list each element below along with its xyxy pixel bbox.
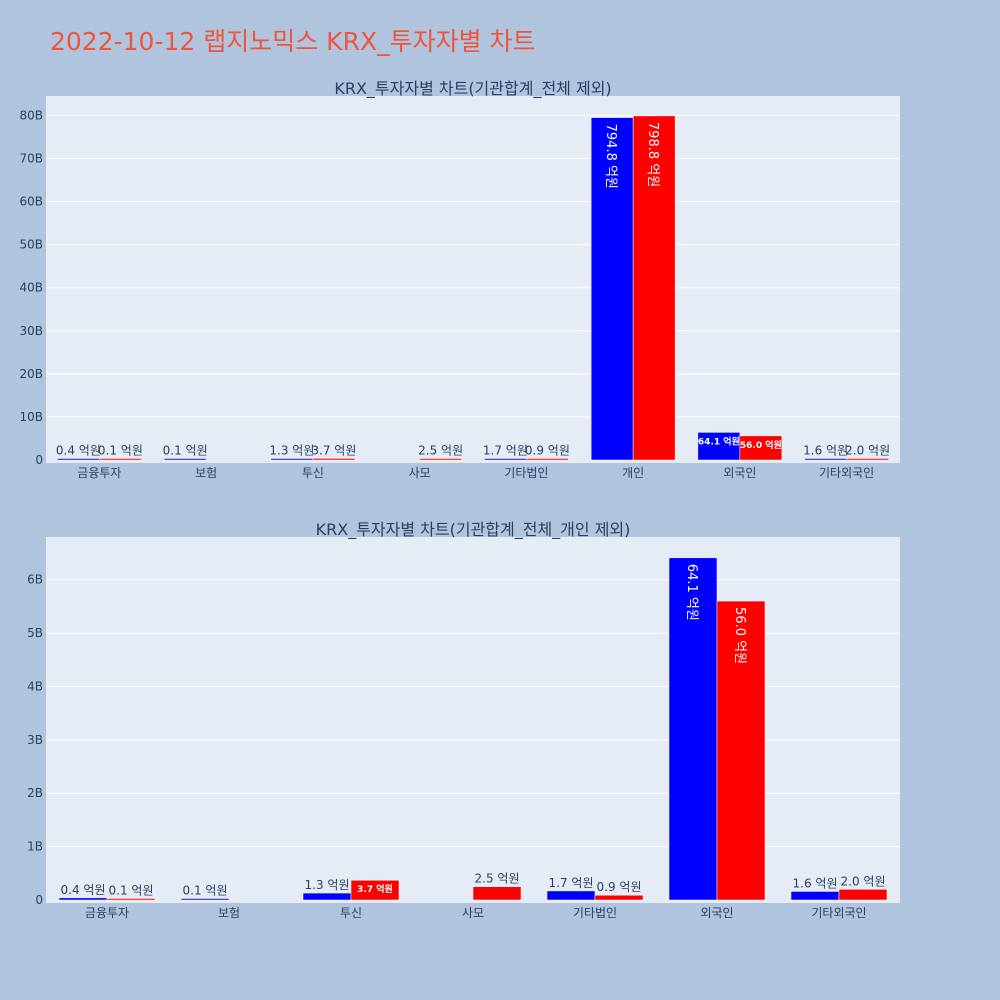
y-tick-label: 0 bbox=[35, 893, 43, 907]
bar bbox=[739, 435, 783, 461]
bar bbox=[838, 889, 888, 901]
x-tick-label: 기타법인 bbox=[573, 906, 617, 920]
data-label: 64.1 억원 bbox=[698, 435, 740, 447]
bar bbox=[99, 458, 142, 461]
data-label: 794.8 억원 bbox=[603, 124, 618, 189]
page-title: 2022-10-12 랩지노믹스 KRX_투자자별 차트 bbox=[50, 27, 536, 56]
data-label: 1.3 억원 bbox=[305, 878, 350, 892]
data-label: 56.0 억원 bbox=[732, 607, 747, 664]
y-tick-label: 6B bbox=[27, 573, 43, 587]
x-tick-label: 외국인 bbox=[700, 906, 733, 920]
data-label: 2.0 억원 bbox=[845, 444, 890, 458]
data-label: 0.9 억원 bbox=[597, 880, 642, 894]
y-tick-label: 1B bbox=[27, 840, 43, 854]
data-label: 1.6 억원 bbox=[793, 876, 838, 890]
chart-title: KRX_투자자별 차트(기관합계_전체_개인 제외) bbox=[316, 520, 631, 540]
data-label: 0.1 억원 bbox=[163, 444, 208, 458]
data-label: 0.4 억원 bbox=[61, 883, 106, 897]
y-tick-label: 40B bbox=[19, 281, 43, 295]
bar bbox=[546, 890, 596, 901]
data-label: 1.7 억원 bbox=[549, 876, 594, 890]
y-tick-label: 10B bbox=[19, 410, 43, 424]
data-label: 3.7 억원 bbox=[311, 443, 356, 457]
chart-2: 0 1B 2B 3B 4B 5B 6B KRX_투자자별 차트(기관합계_전체_개인 제외) 금… bbox=[27, 520, 900, 920]
data-label: 64.1 억원 bbox=[684, 564, 699, 621]
data-label: 1.3 억원 bbox=[269, 444, 314, 458]
bar bbox=[804, 458, 847, 461]
x-tick-label: 사모 bbox=[462, 906, 484, 920]
bar bbox=[350, 879, 400, 901]
x-tick-label: 기타외국인 bbox=[819, 466, 874, 480]
x-tick-label: 기타외국인 bbox=[811, 906, 866, 920]
bar bbox=[302, 892, 352, 901]
data-label: 3.7 억원 bbox=[357, 883, 393, 895]
y-tick-label: 70B bbox=[19, 151, 43, 165]
y-tick-label: 2B bbox=[27, 786, 43, 800]
x-tick-label: 외국인 bbox=[723, 466, 756, 480]
data-label: 0.4 억원 bbox=[56, 444, 101, 458]
y-tick-label: 30B bbox=[19, 324, 43, 338]
bar bbox=[594, 894, 644, 901]
y-tick-label: 50B bbox=[19, 238, 43, 252]
y-tick-label: 80B bbox=[19, 108, 43, 122]
data-label: 798.8 억원 bbox=[645, 122, 660, 187]
data-label: 56.0 억원 bbox=[740, 439, 782, 451]
data-label: 0.1 억원 bbox=[183, 884, 228, 898]
x-tick-label: 보험 bbox=[195, 466, 217, 480]
data-label: 2.5 억원 bbox=[475, 872, 520, 886]
data-label: 0.1 억원 bbox=[109, 884, 154, 898]
data-label: 1.7 억원 bbox=[483, 444, 528, 458]
y-tick-label: 5B bbox=[27, 626, 43, 640]
bar bbox=[668, 557, 718, 901]
x-tick-label: 투신 bbox=[340, 906, 362, 920]
x-tick-label: 금융투자 bbox=[77, 466, 121, 480]
y-tick-label: 60B bbox=[19, 195, 43, 209]
bar bbox=[526, 458, 569, 461]
plot-area bbox=[46, 537, 900, 903]
x-tick-label: 개인 bbox=[622, 466, 644, 480]
bar bbox=[58, 897, 108, 901]
y-tick-label: 3B bbox=[27, 733, 43, 747]
chart-1: 0 10B 20B 30B 40B 50B 60B 70B 80B KRX_투자자별 차트(기관합… bbox=[19, 79, 900, 480]
data-label: 0.1 억원 bbox=[98, 444, 143, 458]
x-tick-label: 사모 bbox=[409, 466, 431, 480]
bar bbox=[790, 891, 840, 901]
chart-title: KRX_투자자별 차트(기관합계_전체 제외) bbox=[334, 79, 611, 99]
bar bbox=[312, 458, 356, 461]
x-tick-label: 보험 bbox=[218, 906, 240, 920]
bar bbox=[270, 458, 314, 461]
bar bbox=[484, 458, 527, 461]
y-tick-label: 0 bbox=[35, 453, 43, 467]
plot-area bbox=[46, 96, 900, 463]
y-tick-label: 4B bbox=[27, 679, 43, 693]
data-label: 0.9 억원 bbox=[525, 444, 570, 458]
bar bbox=[163, 458, 207, 461]
data-label: 1.6 억원 bbox=[803, 444, 848, 458]
data-label: 2.5 억원 bbox=[418, 444, 463, 458]
bar bbox=[419, 458, 462, 461]
bar bbox=[106, 898, 156, 901]
x-tick-label: 기타법인 bbox=[504, 466, 548, 480]
data-label: 2.0 억원 bbox=[841, 874, 886, 888]
y-tick-label: 20B bbox=[19, 367, 43, 381]
bar bbox=[57, 458, 100, 461]
bar bbox=[632, 115, 676, 461]
x-tick-label: 투신 bbox=[302, 466, 324, 480]
bar bbox=[846, 458, 889, 461]
x-tick-label: 금융투자 bbox=[85, 906, 129, 920]
bar bbox=[716, 600, 766, 901]
bar bbox=[180, 898, 230, 901]
bar bbox=[472, 886, 522, 901]
bar bbox=[590, 117, 634, 461]
